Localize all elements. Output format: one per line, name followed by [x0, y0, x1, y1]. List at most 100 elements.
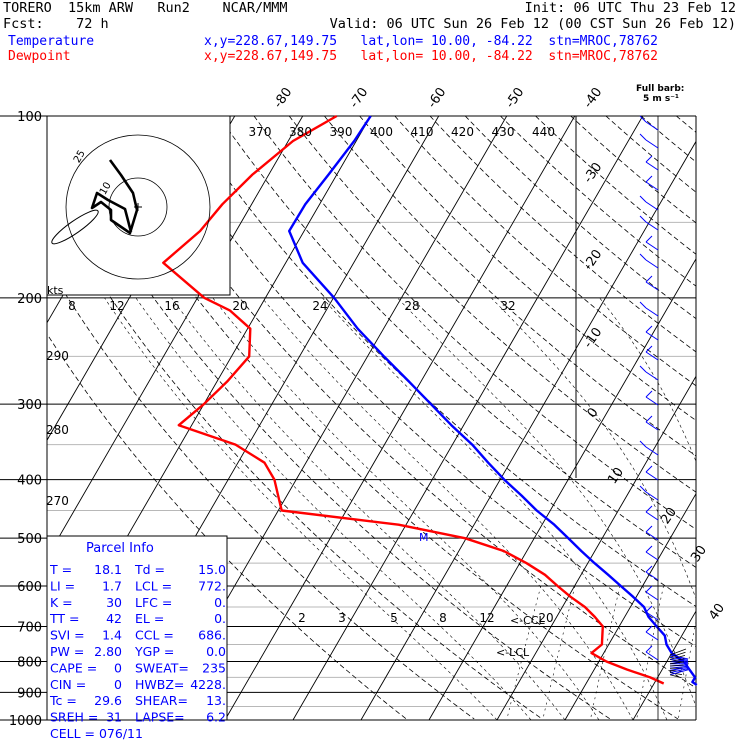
dry-adiabat — [253, 116, 696, 530]
wind-barb-flag — [645, 175, 653, 183]
wind-barb-cluster-dark — [669, 648, 687, 656]
moist-adiabat — [261, 297, 634, 720]
wind-barb — [645, 241, 659, 251]
legend-dewpoint-info: x,y=228.67,149.75 lat,lon= 10.00, -84.22… — [204, 49, 658, 64]
lcl-annotation: <-LCL — [496, 646, 530, 659]
theta-label: 370 — [249, 125, 272, 139]
mixing-ratio-line — [733, 586, 740, 720]
parcel-param-value: 0. — [214, 611, 226, 626]
mixing-ratio-label: 16 — [164, 299, 179, 313]
wind-barb — [645, 491, 659, 501]
wind-barb — [645, 259, 659, 269]
wind-barb — [645, 651, 659, 661]
parcel-param-value: 686. — [198, 628, 226, 643]
wind-barb — [645, 471, 659, 481]
hodograph-trace — [90, 159, 139, 235]
isotherm-label: 10 — [605, 465, 627, 487]
wind-barb-flag — [645, 585, 653, 593]
wind-barb-flag — [639, 133, 647, 141]
theta-label: 380 — [289, 125, 312, 139]
moist-adiabat — [701, 298, 740, 720]
theta-label: 420 — [451, 125, 474, 139]
mixing-ratio-label: 32 — [500, 299, 515, 313]
parcel-param-name: LCL = — [135, 578, 172, 593]
dry-adiabat — [47, 193, 543, 720]
parcel-param-value: 29.6 — [94, 693, 122, 708]
dry-adiabat — [148, 116, 696, 648]
isotherm-label: -60 — [425, 85, 449, 111]
wind-barb — [645, 511, 659, 521]
dry-adiabat — [47, 123, 611, 720]
header-title: TORERO 15km ARW Run2 NCAR/MMM — [3, 0, 288, 16]
wind-barb-flag — [639, 195, 647, 203]
dry-adiabat — [77, 116, 679, 720]
theta-label: 440 — [532, 125, 555, 139]
dry-adiabat — [47, 333, 407, 720]
wind-barb-flag — [645, 345, 653, 353]
mixing-ratio-low-label: 3 — [338, 611, 346, 625]
barb-key-title: Full barb: — [636, 84, 685, 94]
isotherm — [496, 375, 696, 720]
parcel-param-value: 1.7 — [102, 578, 122, 593]
wind-barb — [645, 611, 659, 621]
isotherm — [428, 257, 696, 720]
pressure-tick-label: 700 — [17, 620, 42, 635]
isotherm-label: -50 — [503, 85, 527, 111]
wind-barb — [645, 161, 659, 171]
plot-area — [162, 114, 698, 686]
parcel-param-name: SHEAR= — [135, 693, 188, 708]
isotherm — [224, 116, 576, 720]
parcel-param-name: SREH = — [50, 710, 98, 725]
parcel-param-value: 0 — [114, 677, 122, 692]
wind-barb-flag — [645, 565, 653, 573]
wind-barb-cluster-dark — [669, 674, 682, 679]
isotherm-label: -40 — [581, 85, 605, 111]
isotherm — [564, 492, 696, 720]
parcel-param-value: 31 — [106, 710, 122, 725]
parcel-param-name: LI = — [50, 578, 75, 593]
wind-barb — [645, 201, 659, 211]
wind-barb — [645, 551, 659, 561]
wind-barb-flag — [645, 390, 653, 398]
wind-barb-cluster-dark — [669, 658, 685, 662]
mixing-ratio-label: 28 — [404, 299, 419, 313]
isotherm — [292, 116, 644, 720]
header-valid: Valid: 06 UTC Sun 26 Feb 12 (00 CST Sun … — [329, 16, 736, 32]
isotherm-label: 20 — [658, 505, 680, 527]
dry-adiabat — [288, 116, 696, 493]
mixing-ratio-label: 12 — [109, 299, 124, 313]
parcel-param-name: EL = — [135, 611, 164, 626]
mixing-ratio-low-label: 5 — [390, 611, 398, 625]
wind-barb-flag — [639, 440, 647, 448]
wind-barb-flag — [639, 485, 647, 493]
mixing-ratio-label: 8 — [68, 299, 76, 313]
isotherm — [632, 610, 696, 720]
wind-barb-flag — [639, 115, 647, 123]
parcel-param-value: 0. — [214, 595, 226, 610]
isotherm-label: -20 — [581, 247, 605, 273]
barb-key-units: 5 m s⁻¹ — [643, 94, 679, 104]
dry-adiabat — [605, 116, 696, 193]
parcel-info-panel: Parcel Info T = 18.1 Td = 15.0 LI = 1.7 LCL = 77… — [49, 541, 226, 740]
pressure-tick-label: 200 — [17, 292, 42, 307]
pressure-tick-label: 100 — [17, 110, 42, 125]
parcel-box-mask — [47, 536, 227, 720]
wind-barb — [645, 351, 659, 361]
mixing-ratio-label: 24 — [312, 299, 327, 313]
mixing-ratio-low-label: 20 — [538, 611, 553, 625]
pressure-tick-label: 300 — [17, 398, 42, 413]
header-init: Init: 06 UTC Thu 23 Feb 12 — [524, 0, 736, 16]
parcel-param-value: 6.2 — [206, 710, 226, 725]
moist-adiabat — [135, 297, 532, 720]
wind-barb-cluster — [669, 668, 689, 674]
parcel-param-value: 4228. — [190, 677, 226, 692]
parcel-param-name: SVI = — [50, 628, 85, 643]
wind-barb — [645, 121, 659, 131]
isotherm — [47, 116, 304, 559]
wind-barb-cluster — [669, 669, 689, 676]
wind-barb-flag — [645, 325, 653, 333]
moist-adiabat — [322, 297, 668, 720]
dry-adiabat — [183, 116, 696, 607]
theta-left-label: 270 — [46, 494, 69, 508]
